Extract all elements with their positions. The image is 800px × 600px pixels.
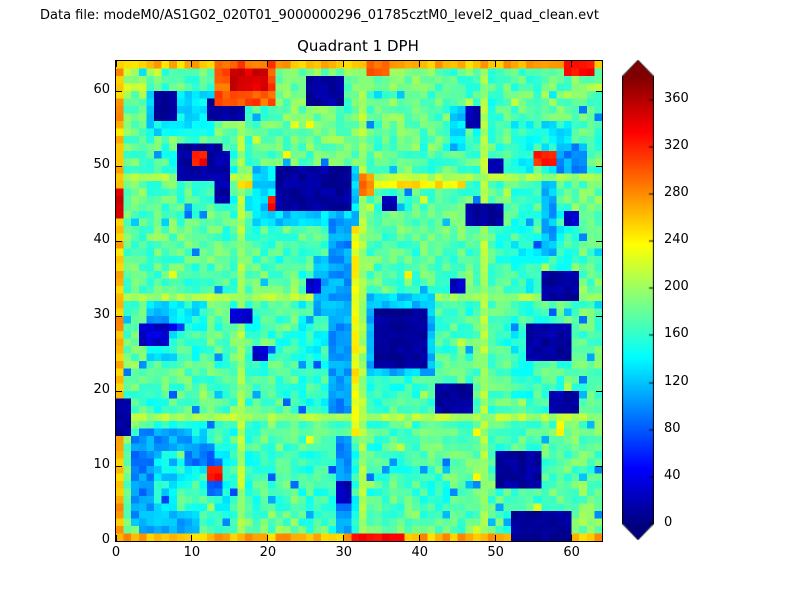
y-tick-label: 60 (93, 82, 110, 97)
y-tick-mark (596, 540, 602, 542)
colorbar-area: 0 40 80 120 160 200 240 280 320 360 (622, 60, 702, 540)
colorbar-tick-label: 280 (664, 184, 689, 200)
y-tick-label: 50 (93, 157, 110, 172)
y-tick-mark (116, 240, 122, 242)
y-tick-mark (116, 465, 122, 467)
y-tick-mark (596, 240, 602, 242)
y-tick-mark (596, 390, 602, 392)
x-tick-mark (343, 535, 345, 541)
x-tick-mark (191, 535, 193, 541)
y-tick-mark (596, 165, 602, 167)
colorbar-tick-label: 80 (664, 420, 681, 436)
x-tick-mark (267, 535, 269, 541)
y-tick-mark (116, 165, 122, 167)
data-file-label: Data file: modeM0/AS1G02_020T01_90000002… (40, 8, 599, 23)
x-tick-label: 20 (259, 545, 277, 560)
y-tick-mark (596, 315, 602, 317)
y-tick-label: 30 (93, 307, 110, 322)
colorbar-tick-label: 360 (664, 90, 689, 106)
x-tick-label: 40 (411, 545, 429, 560)
heatmap-canvas (116, 61, 602, 541)
x-tick-mark (419, 535, 421, 541)
colorbar-canvas (622, 60, 654, 540)
x-tick-mark (267, 61, 269, 67)
x-tick-label: 50 (487, 545, 504, 560)
colorbar-tick-label: 160 (664, 326, 689, 342)
y-tick-label: 10 (93, 457, 110, 472)
x-tick-mark (115, 535, 117, 541)
y-tick-mark (596, 90, 602, 92)
colorbar-tick-label: 40 (664, 467, 681, 483)
chart-title: Quadrant 1 DPH (297, 37, 419, 55)
x-tick-label: 0 (111, 545, 121, 560)
y-tick-label: 0 (101, 532, 110, 547)
x-tick-mark (571, 535, 573, 541)
y-tick-mark (596, 465, 602, 467)
x-tick-mark (343, 61, 345, 67)
x-tick-label: 10 (183, 545, 201, 560)
y-tick-label: 40 (93, 232, 110, 247)
x-tick-mark (495, 535, 497, 541)
colorbar-tick-label: 200 (664, 279, 689, 295)
colorbar-tick-label: 0 (664, 515, 673, 530)
y-tick-mark (116, 390, 122, 392)
x-tick-label: 30 (335, 545, 353, 560)
colorbar-tick-label: 240 (664, 232, 689, 248)
heatmap-plot-area: 0 10 20 30 40 50 60 0 10 20 30 40 50 60 (93, 60, 603, 560)
x-tick-mark (495, 61, 497, 67)
y-tick-mark (116, 315, 122, 317)
x-tick-label: 60 (563, 545, 580, 560)
y-tick-mark (116, 540, 122, 542)
y-tick-mark (116, 90, 122, 92)
colorbar-tick-label: 120 (664, 373, 689, 389)
colorbar-tick-label: 320 (664, 137, 689, 153)
x-tick-mark (191, 61, 193, 67)
y-tick-label: 20 (93, 382, 110, 397)
x-tick-mark (115, 61, 117, 67)
x-tick-mark (419, 61, 421, 67)
x-tick-mark (571, 61, 573, 67)
